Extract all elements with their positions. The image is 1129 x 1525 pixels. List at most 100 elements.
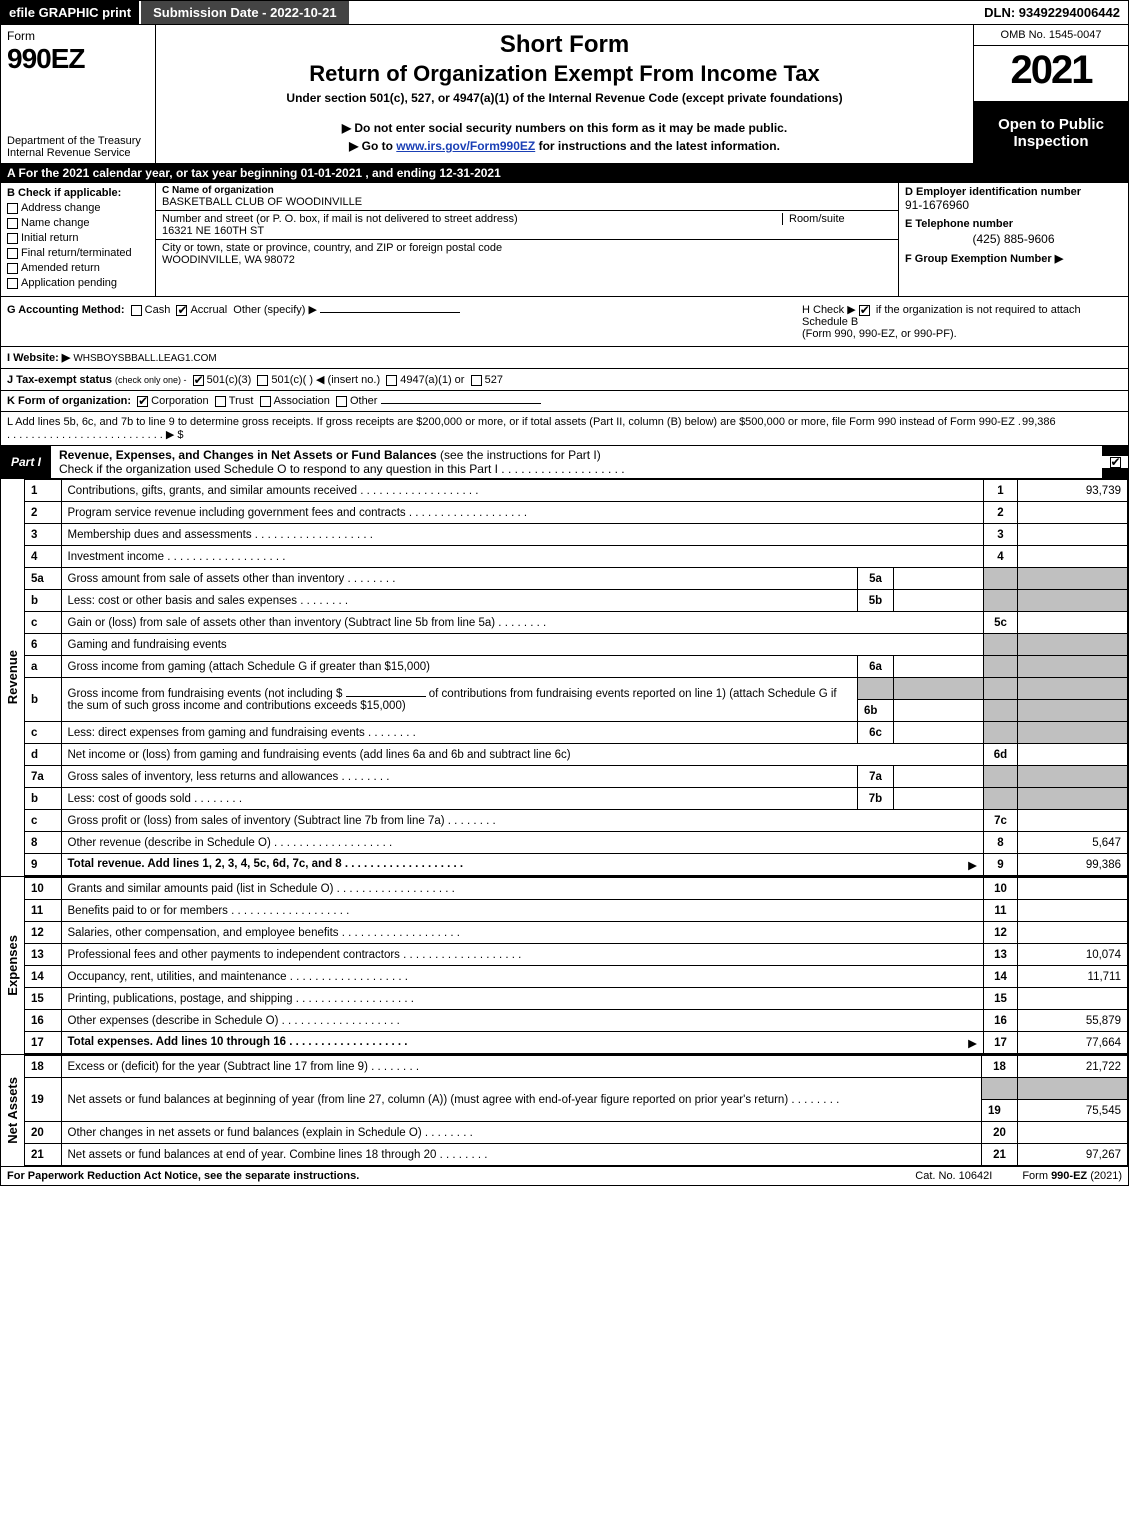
org-name-row: C Name of organization BASKETBALL CLUB O… xyxy=(156,183,898,211)
section-bcdef: B Check if applicable: Address change Na… xyxy=(0,183,1129,297)
phone-block: E Telephone number (425) 885-9606 xyxy=(899,215,1128,249)
phone-label: E Telephone number xyxy=(905,218,1122,230)
cb-h[interactable] xyxy=(859,305,870,316)
org-city-row: City or town, state or province, country… xyxy=(156,240,898,268)
part1-check-text: Check if the organization used Schedule … xyxy=(59,462,625,476)
line-18: 18 Excess or (deficit) for the year (Sub… xyxy=(25,1056,1128,1078)
h-pre: H Check ▶ xyxy=(802,304,859,316)
row-k-org-form: K Form of organization: Corporation Trus… xyxy=(0,391,1129,412)
cb-accrual[interactable] xyxy=(176,305,187,316)
k-label: K Form of organization: xyxy=(7,395,131,407)
k-other-input[interactable] xyxy=(381,403,541,404)
i-website-value: WHSBOYSBBALL.LEAG1.COM xyxy=(73,353,216,364)
footer-right: Form 990-EZ (2021) xyxy=(1022,1170,1122,1182)
part1-title-bold: Revenue, Expenses, and Changes in Net As… xyxy=(59,448,437,462)
bullet-ssn: ▶ Do not enter social security numbers o… xyxy=(170,121,959,135)
g-other-input[interactable] xyxy=(320,312,460,313)
g-label: G Accounting Method: xyxy=(7,304,125,316)
j-sub: (check only one) - xyxy=(115,375,187,385)
line-6: 6 Gaming and fundraising events xyxy=(25,634,1128,656)
cb-amended-return[interactable]: Amended return xyxy=(7,262,149,274)
part1-title-rest: (see the instructions for Part I) xyxy=(437,448,601,462)
line-17: 17 Total expenses. Add lines 10 through … xyxy=(25,1032,1128,1054)
h-text3: (Form 990, 990-EZ, or 990-PF). xyxy=(802,328,957,340)
cb-final-return[interactable]: Final return/terminated xyxy=(7,247,149,259)
cb-trust[interactable] xyxy=(215,396,226,407)
under-section: Under section 501(c), 527, or 4947(a)(1)… xyxy=(170,91,959,105)
l6b-amount-input[interactable] xyxy=(346,696,426,697)
cb-501c[interactable] xyxy=(257,375,268,386)
addr-value: 16321 NE 160TH ST xyxy=(162,225,892,237)
open-inspection: Open to Public Inspection xyxy=(974,102,1128,163)
line-9: 9 Total revenue. Add lines 1, 2, 3, 4, 5… xyxy=(25,854,1128,876)
line-8: 8 Other revenue (describe in Schedule O)… xyxy=(25,832,1128,854)
g-other: Other (specify) ▶ xyxy=(233,304,317,316)
row-j-status: J Tax-exempt status (check only one) - 5… xyxy=(1,368,1128,390)
k-other: Other xyxy=(350,395,378,407)
line-6c: c Less: direct expenses from gaming and … xyxy=(25,722,1128,744)
org-name-value: BASKETBALL CLUB OF WOODINVILLE xyxy=(162,196,892,208)
part1-badge: Part I xyxy=(1,451,51,473)
l-amount: 99,386 xyxy=(1022,416,1122,441)
cb-corp[interactable] xyxy=(137,396,148,407)
line-5a: 5a Gross amount from sale of assets othe… xyxy=(25,568,1128,590)
row-a-tax-year: A For the 2021 calendar year, or tax yea… xyxy=(0,164,1129,183)
revenue-block: Revenue 1 Contributions, gifts, grants, … xyxy=(0,479,1129,877)
cb-4947[interactable] xyxy=(386,375,397,386)
line-7a: 7a Gross sales of inventory, less return… xyxy=(25,766,1128,788)
g-accounting: G Accounting Method: Cash Accrual Other … xyxy=(7,303,802,340)
line-6a: a Gross income from gaming (attach Sched… xyxy=(25,656,1128,678)
group-exemption-block: F Group Exemption Number ▶ xyxy=(899,249,1128,268)
line-2: 2 Program service revenue including gove… xyxy=(25,502,1128,524)
cb-initial-return[interactable]: Initial return xyxy=(7,232,149,244)
k-trust: Trust xyxy=(229,395,254,407)
department: Department of the Treasury Internal Reve… xyxy=(7,135,149,159)
line-7b: b Less: cost of goods sold 7b xyxy=(25,788,1128,810)
form-header: Form 990EZ Department of the Treasury In… xyxy=(0,25,1129,164)
top-bar: efile GRAPHIC print Submission Date - 20… xyxy=(0,0,1129,25)
omb-number: OMB No. 1545-0047 xyxy=(974,25,1128,46)
g-cash: Cash xyxy=(145,304,171,316)
net-assets-table: 18 Excess or (deficit) for the year (Sub… xyxy=(25,1055,1128,1166)
header-left: Form 990EZ Department of the Treasury In… xyxy=(1,25,156,163)
column-c: C Name of organization BASKETBALL CLUB O… xyxy=(156,183,898,296)
line-21: 21 Net assets or fund balances at end of… xyxy=(25,1144,1128,1166)
footer-cat-no: Cat. No. 10642I xyxy=(885,1170,1022,1182)
form-word: Form xyxy=(7,29,149,43)
h-schedule-b: H Check ▶ if the organization is not req… xyxy=(802,303,1122,340)
j-527: 527 xyxy=(485,374,503,386)
org-name-label: C Name of organization xyxy=(162,185,892,196)
line-6d: d Net income or (loss) from gaming and f… xyxy=(25,744,1128,766)
part1-header: Part I Revenue, Expenses, and Changes in… xyxy=(0,446,1129,479)
row-i-website: I Website: ▶ WHSBOYSBBALL.LEAG1.COM xyxy=(1,346,1128,368)
line-16: 16 Other expenses (describe in Schedule … xyxy=(25,1010,1128,1032)
cb-address-change[interactable]: Address change xyxy=(7,202,149,214)
bullet-goto-pre: ▶ Go to xyxy=(349,139,396,153)
header-middle: Short Form Return of Organization Exempt… xyxy=(156,25,973,163)
footer: For Paperwork Reduction Act Notice, see … xyxy=(0,1167,1129,1186)
dln: DLN: 93492294006442 xyxy=(976,1,1128,24)
cb-501c3[interactable] xyxy=(193,375,204,386)
irs-link[interactable]: www.irs.gov/Form990EZ xyxy=(396,139,535,153)
cb-527[interactable] xyxy=(471,375,482,386)
room-label: Room/suite xyxy=(782,213,892,225)
city-label: City or town, state or province, country… xyxy=(162,242,892,254)
cb-assoc[interactable] xyxy=(260,396,271,407)
group-exemption-label: F Group Exemption Number ▶ xyxy=(905,253,1063,265)
efile-print-button[interactable]: efile GRAPHIC print xyxy=(1,1,139,24)
cb-application-pending[interactable]: Application pending xyxy=(7,277,149,289)
i-label: I Website: ▶ xyxy=(7,352,70,364)
line-5c: c Gain or (loss) from sale of assets oth… xyxy=(25,612,1128,634)
tax-year: 2021 xyxy=(974,46,1128,102)
part1-schedule-o-check[interactable] xyxy=(1102,456,1128,468)
net-assets-block: Net Assets 18 Excess or (deficit) for th… xyxy=(0,1055,1129,1167)
j-label: J Tax-exempt status xyxy=(7,374,112,386)
line-5b: b Less: cost or other basis and sales ex… xyxy=(25,590,1128,612)
cb-other[interactable] xyxy=(336,396,347,407)
k-assoc: Association xyxy=(274,395,330,407)
j-501c: 501(c)( ) ◀ (insert no.) xyxy=(271,374,380,386)
expenses-block: Expenses 10 Grants and similar amounts p… xyxy=(0,877,1129,1055)
cb-cash[interactable] xyxy=(131,305,142,316)
city-value: WOODINVILLE, WA 98072 xyxy=(162,254,892,266)
cb-name-change[interactable]: Name change xyxy=(7,217,149,229)
